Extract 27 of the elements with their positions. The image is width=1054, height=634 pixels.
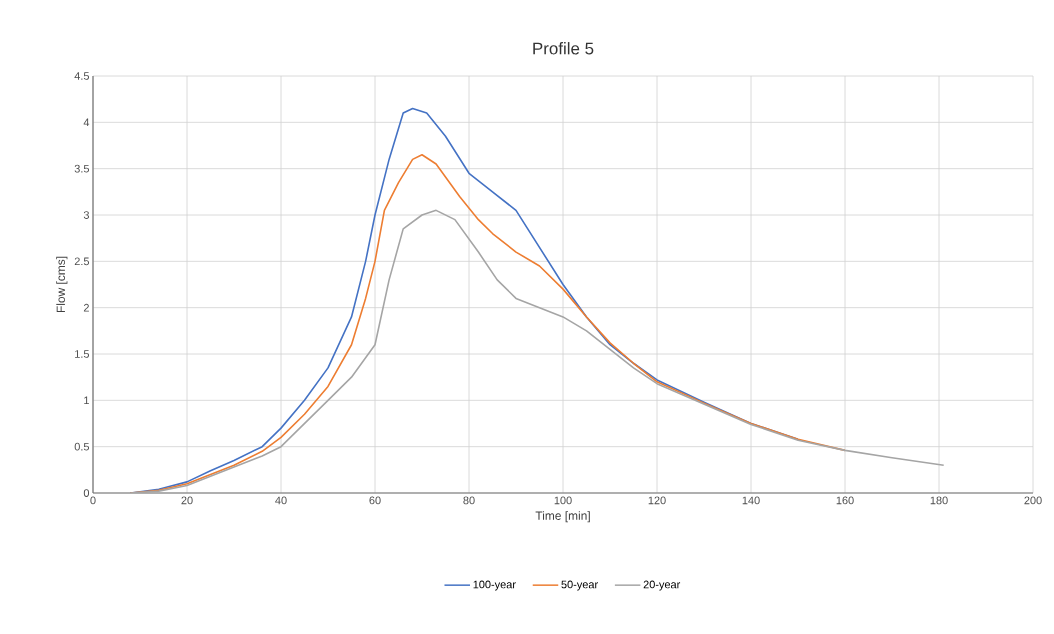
legend-label: 50-year	[561, 580, 598, 591]
y-tick-label: 4.5	[74, 72, 90, 80]
chart-title: Profile 5	[533, 42, 594, 55]
legend-label: 20-year	[643, 580, 681, 591]
y-tick-label: 1.5	[75, 350, 90, 358]
x-tick-label: 140	[742, 496, 760, 505]
x-tick-label: 0	[90, 496, 96, 505]
y-tick-label: 3	[83, 211, 89, 219]
x-tick-label: 160	[836, 496, 854, 505]
y-tick-label: 0	[83, 489, 90, 497]
y-tick-label: 2.5	[74, 257, 90, 266]
x-tick-label: 40	[275, 496, 287, 505]
y-tick-label: 4	[83, 118, 90, 127]
x-tick-label: 180	[930, 496, 948, 505]
y-axis-title: Flow [cms]	[56, 256, 68, 313]
y-tick-label: 0.5	[74, 442, 90, 451]
x-tick-label: 100	[554, 496, 572, 505]
y-tick-label: 3.5	[74, 164, 90, 173]
legend-label: 100-year	[473, 580, 516, 591]
x-axis-title: Time [min]	[535, 511, 590, 523]
y-tick-label: 2	[83, 303, 89, 312]
x-tick-label: 120	[648, 496, 666, 505]
x-tick-label: 80	[463, 496, 475, 505]
x-tick-label: 20	[181, 496, 193, 505]
x-tick-label: 200	[1024, 496, 1042, 505]
y-tick-label: 1	[84, 396, 89, 405]
x-tick-label: 60	[369, 496, 381, 505]
